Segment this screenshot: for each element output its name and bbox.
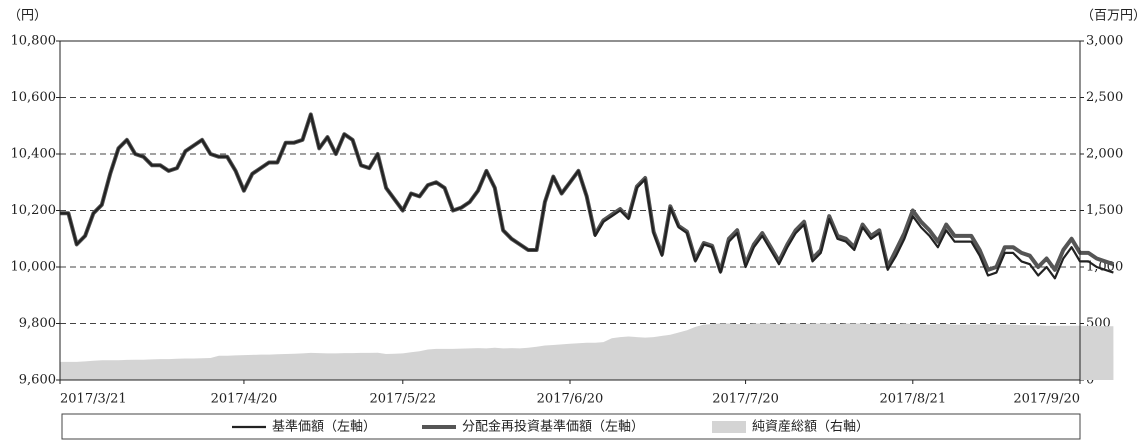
y2-tick-label: 1,500 xyxy=(1086,203,1123,218)
x-tick-label: 2017/8/21 xyxy=(879,392,946,407)
y-axis-label: （円） xyxy=(8,9,47,24)
legend-swatch xyxy=(712,421,746,433)
y-tick-label: 10,400 xyxy=(11,147,57,162)
y-tick-label: 10,800 xyxy=(11,34,57,49)
legend-label: 基準価額（左軸） xyxy=(272,419,376,435)
line xyxy=(60,112,1115,274)
x-tick-label: 2017/3/21 xyxy=(60,392,127,407)
y-tick-label: 10,000 xyxy=(11,260,57,275)
y2-tick-label: 2,000 xyxy=(1086,147,1123,162)
area xyxy=(60,323,1114,380)
y2-axis-label: （百万円） xyxy=(1081,9,1146,24)
x-tick-label: 2017/9/20 xyxy=(1013,392,1080,407)
y2-tick-label: 1,000 xyxy=(1086,260,1123,275)
legend-label: 純資産総額（右軸） xyxy=(752,419,869,435)
legend: 基準価額（左軸） 分配金再投資基準価額（左軸） 純資産総額（右軸） xyxy=(61,413,1081,440)
x-tick-label: 2017/7/20 xyxy=(712,392,779,407)
x-tick-label: 2017/5/22 xyxy=(369,392,436,407)
y-tick-label: 9,600 xyxy=(19,373,56,388)
y2-tick-label: 3,000 xyxy=(1086,34,1123,49)
y2-tick-label: 2,500 xyxy=(1086,90,1123,105)
y-tick-label: 9,800 xyxy=(19,316,56,331)
x-tick-label: 2017/4/20 xyxy=(211,392,278,407)
x-tick-label: 2017/6/20 xyxy=(537,392,604,407)
legend-box xyxy=(61,413,1081,440)
y-tick-label: 10,600 xyxy=(11,90,57,105)
y-tick-label: 10,200 xyxy=(11,203,57,218)
line xyxy=(60,113,1114,280)
legend-label: 分配金再投資基準価額（左軸） xyxy=(462,419,644,435)
